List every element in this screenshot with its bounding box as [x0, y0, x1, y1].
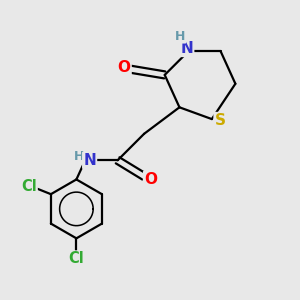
Text: O: O [144, 172, 157, 187]
Text: Cl: Cl [68, 251, 84, 266]
Text: H: H [74, 150, 84, 163]
Text: N: N [83, 153, 96, 168]
Text: H: H [175, 30, 185, 43]
Text: Cl: Cl [21, 179, 37, 194]
Text: S: S [214, 113, 226, 128]
Text: O: O [118, 60, 130, 75]
Text: N: N [180, 41, 193, 56]
